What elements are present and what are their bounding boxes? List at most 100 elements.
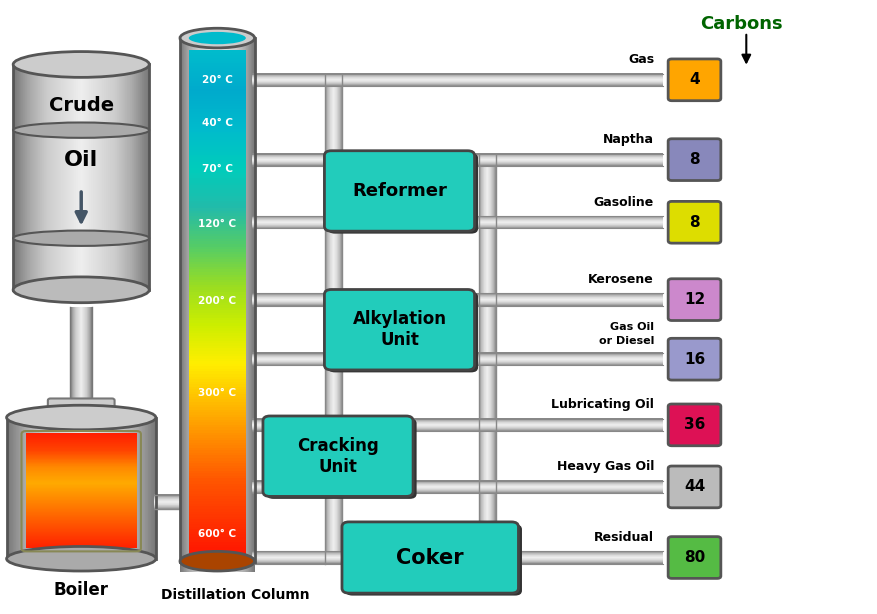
Bar bbox=[189, 185, 246, 188]
Bar bbox=[252, 74, 662, 76]
Bar bbox=[252, 562, 662, 563]
Bar bbox=[25, 532, 137, 534]
Bar bbox=[252, 78, 662, 79]
Bar bbox=[189, 353, 246, 356]
Bar bbox=[25, 485, 137, 486]
Bar bbox=[154, 495, 180, 496]
Bar bbox=[252, 297, 662, 298]
Bar bbox=[154, 501, 180, 502]
Bar bbox=[252, 352, 662, 354]
Bar bbox=[252, 157, 662, 158]
Bar bbox=[252, 77, 662, 78]
Bar bbox=[252, 487, 662, 488]
Bar bbox=[252, 226, 662, 227]
Bar bbox=[154, 507, 180, 508]
Bar bbox=[252, 489, 662, 490]
Bar bbox=[252, 74, 662, 75]
Bar bbox=[252, 154, 662, 155]
Bar bbox=[25, 542, 137, 543]
Bar bbox=[252, 295, 662, 296]
Bar bbox=[252, 418, 662, 419]
Bar bbox=[252, 428, 662, 429]
Bar bbox=[25, 441, 137, 443]
Bar bbox=[252, 423, 662, 424]
Bar bbox=[252, 556, 662, 558]
Bar bbox=[25, 478, 137, 480]
Bar bbox=[252, 492, 662, 493]
Bar bbox=[252, 553, 662, 554]
Bar bbox=[252, 483, 662, 484]
Bar bbox=[252, 220, 662, 221]
Bar bbox=[252, 489, 662, 490]
Bar bbox=[252, 296, 662, 297]
Bar bbox=[252, 357, 662, 358]
Bar bbox=[252, 227, 662, 228]
Bar bbox=[252, 300, 662, 301]
Bar bbox=[252, 428, 662, 429]
Bar bbox=[252, 76, 662, 77]
Bar bbox=[189, 404, 246, 407]
Bar bbox=[25, 515, 137, 516]
Bar bbox=[189, 203, 246, 206]
Bar bbox=[252, 362, 662, 363]
Bar bbox=[252, 220, 662, 221]
Bar bbox=[252, 303, 662, 304]
Bar bbox=[252, 221, 662, 222]
Bar bbox=[252, 222, 662, 223]
Bar bbox=[252, 362, 662, 363]
Bar bbox=[252, 430, 662, 431]
Bar bbox=[189, 368, 246, 371]
Bar bbox=[252, 293, 662, 294]
Bar bbox=[252, 163, 662, 164]
Bar bbox=[252, 483, 662, 484]
Bar bbox=[252, 217, 662, 218]
Bar bbox=[189, 478, 246, 481]
Bar bbox=[252, 298, 662, 299]
Bar bbox=[154, 508, 180, 509]
Bar bbox=[252, 224, 662, 225]
Bar bbox=[252, 157, 662, 158]
Bar bbox=[25, 438, 137, 439]
Bar bbox=[252, 560, 662, 561]
Bar bbox=[25, 464, 137, 465]
Bar bbox=[252, 560, 662, 561]
Bar bbox=[252, 555, 662, 556]
Bar bbox=[252, 161, 662, 162]
Bar bbox=[252, 162, 662, 163]
Bar bbox=[252, 555, 662, 556]
Bar bbox=[252, 164, 662, 165]
Bar bbox=[252, 82, 662, 83]
Bar bbox=[252, 425, 662, 426]
Bar bbox=[25, 500, 137, 501]
Bar bbox=[252, 77, 662, 78]
Bar bbox=[252, 359, 662, 360]
Bar bbox=[252, 420, 662, 421]
Bar bbox=[252, 552, 662, 553]
Bar bbox=[252, 354, 662, 355]
Bar bbox=[252, 489, 662, 490]
Bar bbox=[25, 462, 137, 464]
Bar bbox=[252, 427, 662, 428]
Bar bbox=[189, 243, 246, 247]
Bar bbox=[252, 81, 662, 82]
Bar bbox=[252, 222, 662, 223]
Bar bbox=[252, 356, 662, 357]
Bar bbox=[252, 558, 662, 559]
Bar bbox=[252, 303, 662, 304]
Bar bbox=[252, 482, 662, 483]
Bar bbox=[252, 221, 662, 222]
Bar bbox=[154, 508, 180, 509]
Bar bbox=[252, 359, 662, 360]
Bar bbox=[189, 508, 246, 511]
Bar bbox=[252, 78, 662, 79]
Bar bbox=[252, 155, 662, 156]
Bar bbox=[252, 161, 662, 162]
Bar bbox=[189, 396, 246, 400]
Bar bbox=[252, 85, 662, 86]
Bar bbox=[252, 297, 662, 298]
Bar bbox=[252, 355, 662, 356]
Bar bbox=[252, 158, 662, 159]
Bar bbox=[252, 159, 662, 160]
Bar bbox=[252, 362, 662, 363]
Bar bbox=[189, 165, 246, 168]
